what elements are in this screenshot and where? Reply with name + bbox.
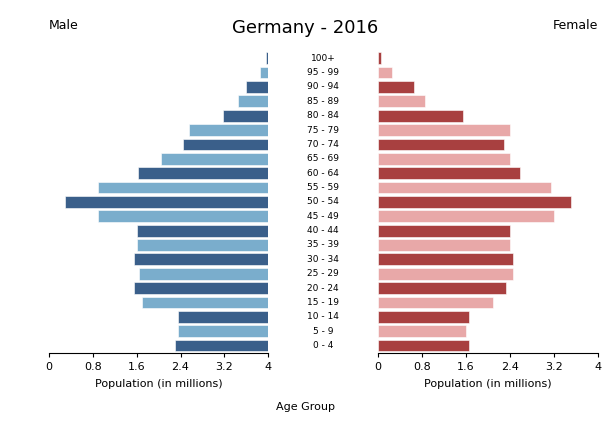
Bar (238, 95, 268, 107)
Bar (378, 239, 510, 251)
Text: 90 - 94: 90 - 94 (307, 82, 339, 91)
Text: 45 - 49: 45 - 49 (307, 212, 339, 221)
Bar (139, 268, 268, 280)
Text: 5 - 9: 5 - 9 (313, 327, 334, 336)
Bar (178, 325, 268, 337)
Bar (378, 196, 572, 208)
Text: 100+: 100+ (311, 54, 336, 62)
Text: 10 - 14: 10 - 14 (307, 312, 339, 321)
Text: Age Group: Age Group (276, 402, 334, 412)
X-axis label: Population (in millions): Population (in millions) (424, 379, 552, 389)
Bar (378, 181, 551, 193)
Bar (266, 52, 268, 64)
Bar (138, 167, 268, 179)
Bar (98, 210, 268, 222)
Bar (183, 139, 268, 150)
Bar (378, 311, 468, 323)
Text: Germany - 2016: Germany - 2016 (232, 19, 378, 37)
Bar (378, 139, 504, 150)
Bar (378, 124, 510, 136)
Bar (137, 225, 268, 236)
Text: 75 - 79: 75 - 79 (307, 125, 339, 135)
Bar (378, 225, 510, 236)
Text: 55 - 59: 55 - 59 (307, 183, 339, 192)
Text: Male: Male (49, 19, 79, 32)
Bar (260, 67, 268, 79)
Text: Female: Female (553, 19, 598, 32)
Bar (378, 282, 506, 294)
Bar (134, 253, 268, 265)
Bar (378, 52, 381, 64)
Text: 15 - 19: 15 - 19 (307, 298, 339, 307)
Text: 0 - 4: 0 - 4 (313, 341, 334, 350)
Text: 40 - 44: 40 - 44 (307, 226, 339, 235)
Bar (378, 268, 512, 280)
Bar (378, 297, 493, 309)
Bar (137, 239, 268, 251)
Text: 50 - 54: 50 - 54 (307, 197, 339, 207)
Bar (378, 210, 554, 222)
Bar (142, 297, 268, 309)
Text: 35 - 39: 35 - 39 (307, 241, 339, 249)
Bar (65, 196, 268, 208)
Bar (189, 124, 268, 136)
Text: 20 - 24: 20 - 24 (307, 283, 339, 292)
Text: 95 - 99: 95 - 99 (307, 68, 339, 77)
X-axis label: Population (in millions): Population (in millions) (95, 379, 223, 389)
Bar (223, 110, 268, 122)
Text: 25 - 29: 25 - 29 (307, 269, 339, 278)
Text: 80 - 84: 80 - 84 (307, 111, 339, 120)
Text: 30 - 34: 30 - 34 (307, 255, 339, 264)
Bar (378, 153, 510, 164)
Bar (161, 153, 268, 164)
Bar (378, 167, 520, 179)
Bar (378, 67, 392, 79)
Bar (175, 340, 268, 351)
Text: 60 - 64: 60 - 64 (307, 169, 339, 178)
Bar (378, 110, 464, 122)
Bar (178, 311, 268, 323)
Text: 65 - 69: 65 - 69 (307, 154, 339, 163)
Bar (98, 181, 268, 193)
Bar (378, 340, 468, 351)
Bar (246, 81, 268, 93)
Text: 85 - 89: 85 - 89 (307, 97, 339, 106)
Bar (134, 282, 268, 294)
Bar (378, 95, 425, 107)
Text: 70 - 74: 70 - 74 (307, 140, 339, 149)
Bar (378, 81, 414, 93)
Bar (378, 253, 512, 265)
Bar (378, 325, 466, 337)
